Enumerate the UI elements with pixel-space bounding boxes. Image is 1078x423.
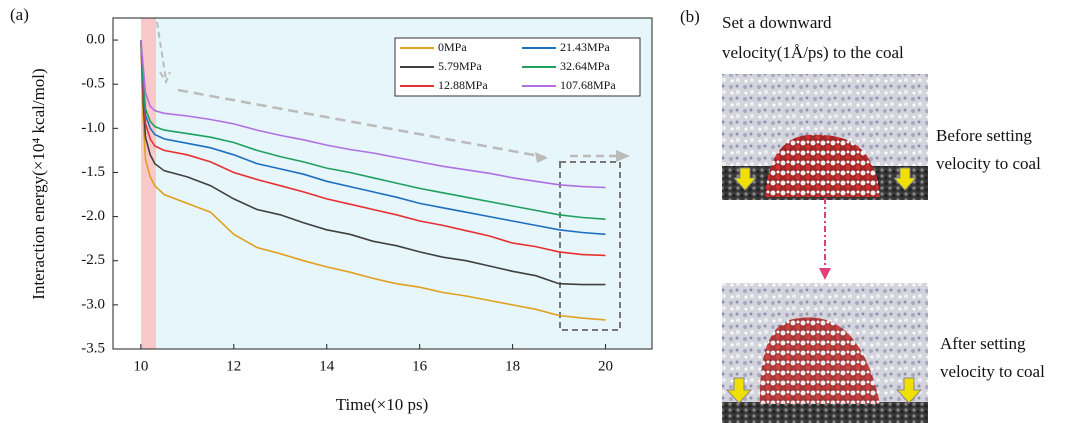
trend-arrow (177, 88, 546, 159)
arrow-down (156, 21, 171, 85)
legend-box (394, 37, 641, 97)
x-tick-label: 10 (133, 358, 148, 374)
legend-label: 5.79MPa (438, 59, 482, 73)
highlight-box (559, 161, 621, 331)
after-line: velocity to coal (940, 362, 1045, 381)
series-line (140, 40, 606, 257)
transition-arrow-head (819, 268, 831, 280)
x-tick-label: 20 (598, 358, 613, 374)
plot (140, 40, 606, 321)
x-tick-label: 12 (226, 358, 241, 374)
trend-arrow-head (535, 152, 548, 163)
x-tick-label: 14 (319, 358, 335, 374)
series-line (140, 40, 606, 321)
series-line (140, 40, 606, 220)
before-line: Before setting (936, 126, 1032, 145)
y-tick-label: -2.0 (81, 208, 105, 224)
legend-label: 32.64MPa (560, 59, 610, 73)
y-tick-label: 0.0 (86, 32, 105, 48)
panel-label: (a) (10, 5, 29, 24)
before-line: velocity to coal (936, 154, 1041, 173)
snapshot-before (722, 74, 928, 200)
y-tick-label: -1.0 (81, 120, 105, 136)
legend-label: 12.88MPa (438, 78, 488, 92)
x-axis-label: Time(×10 ps) (336, 395, 429, 414)
y-tick-label: -3.5 (81, 340, 105, 356)
x-tick-label: 18 (505, 358, 520, 374)
caption-line: Set a downward (722, 13, 832, 32)
y-tick-label: -2.5 (81, 252, 105, 268)
y-tick-label: -1.5 (81, 164, 105, 180)
snapshot-after (722, 283, 928, 423)
y-tick-label: -3.0 (81, 296, 105, 312)
panel-label: (b) (680, 7, 700, 26)
series-line (140, 40, 606, 286)
legend-label: 21.43MPa (560, 40, 610, 54)
plot-frame (112, 17, 653, 350)
legend-label: 107.68MPa (560, 78, 616, 92)
series-line (140, 40, 606, 189)
caption-line: velocity(1Å/ps) to the coal (722, 43, 904, 62)
legend: 0MPa 5.79MPa 12.88MPa 21.43MPa 32.64MPa 107.6… (400, 40, 616, 92)
x-tick-label: 16 (412, 358, 428, 374)
y-tick-label: -0.5 (81, 76, 105, 92)
after-line: After setting (940, 334, 1026, 353)
series-line (140, 40, 606, 236)
end-arrow-head (616, 150, 630, 162)
y-axis-label: Interaction energy(×10⁴ kcal/mol) (29, 68, 48, 299)
legend-label: 0MPa (438, 40, 467, 54)
